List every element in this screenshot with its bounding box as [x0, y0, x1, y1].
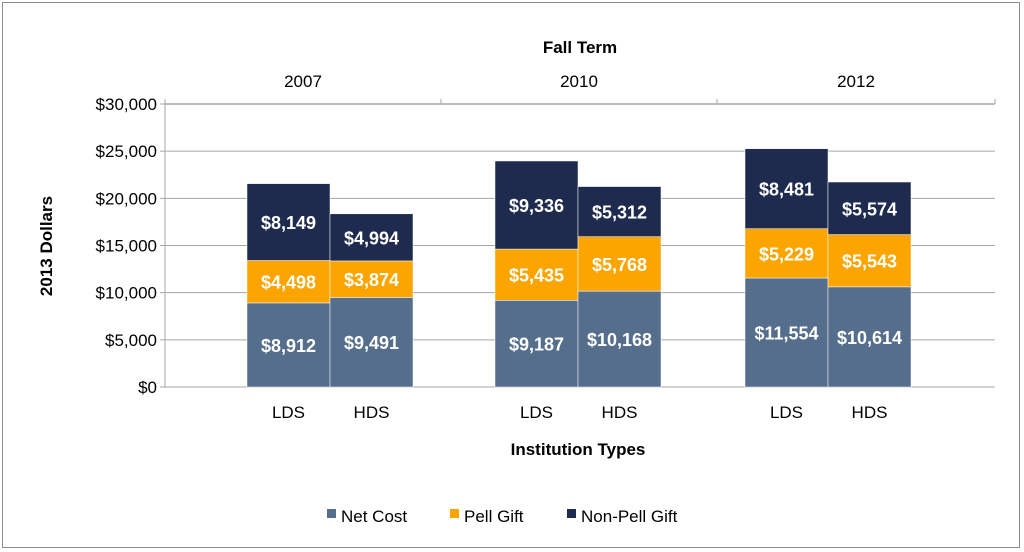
bar-segment: [744, 148, 829, 229]
bar-segment: [827, 286, 912, 388]
data-label: $9,491: [344, 333, 399, 353]
group-label: 2012: [837, 72, 875, 91]
legend-swatch: [450, 509, 459, 518]
data-label: $10,168: [587, 330, 652, 350]
bar-segment: [827, 181, 912, 235]
data-label: $11,554: [754, 324, 818, 344]
y-tick-label: $5,000: [105, 331, 157, 350]
data-label: $8,912: [261, 336, 316, 356]
y-tick-label: $15,000: [96, 237, 157, 256]
bar-segment: [577, 186, 662, 237]
legend-label: Non-Pell Gift: [581, 507, 678, 526]
data-label: $5,435: [509, 266, 564, 286]
data-label: $5,312: [592, 203, 647, 223]
bar-segment: [246, 302, 331, 388]
x-tick-label: LDS: [770, 403, 803, 422]
x-tick-label: HDS: [354, 403, 390, 422]
top-axis-title: Fall Term: [543, 38, 617, 57]
bar-segment: [744, 277, 829, 388]
data-label: $9,187: [509, 335, 564, 355]
data-label: $9,336: [509, 196, 564, 216]
data-label: $5,574: [842, 199, 897, 219]
x-tick-label: HDS: [852, 403, 888, 422]
y-tick-label: $30,000: [96, 95, 157, 114]
bar-segment: [494, 248, 579, 301]
bar-segment: [329, 297, 414, 388]
x-axis-title: Institution Types: [511, 440, 646, 459]
y-tick-label: $20,000: [96, 189, 157, 208]
data-label: $5,229: [759, 244, 814, 264]
group-label: 2007: [284, 72, 322, 91]
bar-segment: [494, 160, 579, 250]
legend-label: Net Cost: [341, 507, 407, 526]
y-tick-label: $25,000: [96, 142, 157, 161]
legend-swatch: [327, 509, 336, 518]
group-label: 2010: [560, 72, 598, 91]
data-label: $5,768: [592, 255, 647, 275]
bar-segment: [329, 213, 414, 262]
bar-segment: [577, 290, 662, 388]
y-tick-label: $0: [138, 378, 157, 397]
bar-segment: [494, 300, 579, 388]
data-label: $4,994: [344, 228, 399, 248]
legend-label: Pell Gift: [464, 507, 524, 526]
data-label: $8,149: [261, 213, 316, 233]
bar-segment: [827, 234, 912, 288]
data-label: $5,543: [842, 252, 897, 272]
data-label: $10,614: [837, 328, 902, 348]
x-tick-label: LDS: [272, 403, 305, 422]
bar-segment: [246, 260, 331, 304]
data-label: $4,498: [261, 273, 316, 293]
data-label: $3,874: [344, 270, 399, 290]
y-tick-label: $10,000: [96, 284, 157, 303]
y-axis-title: 2013 Dollars: [37, 196, 56, 296]
x-tick-label: LDS: [520, 403, 553, 422]
legend-swatch: [567, 509, 576, 518]
bar-segment: [329, 260, 414, 298]
data-label: $8,481: [759, 180, 814, 200]
x-tick-label: HDS: [602, 403, 638, 422]
bar-segment: [577, 236, 662, 292]
bar-segment: [246, 183, 331, 261]
bar-segment: [744, 228, 829, 279]
